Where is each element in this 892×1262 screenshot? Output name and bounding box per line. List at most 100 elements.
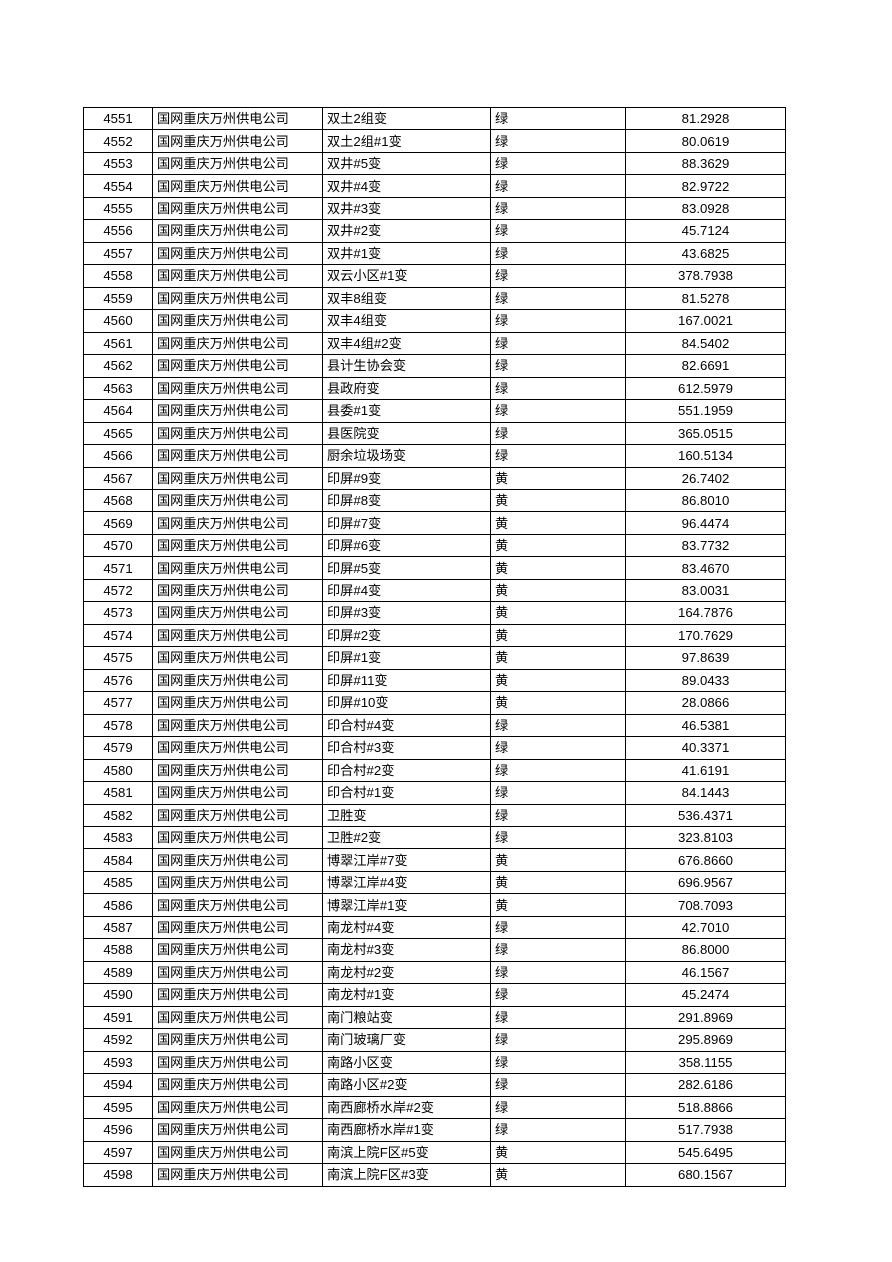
cell-name: 双井#4变 bbox=[322, 174, 491, 198]
cell-id: 4582 bbox=[83, 803, 153, 828]
cell-id: 4587 bbox=[83, 915, 153, 940]
cell-color: 黄 bbox=[490, 533, 626, 558]
cell-id: 4573 bbox=[83, 601, 153, 625]
cell-id: 4576 bbox=[83, 668, 153, 693]
cell-value: 365.0515 bbox=[625, 421, 786, 446]
cell-value: 84.5402 bbox=[625, 331, 786, 356]
cell-color: 绿 bbox=[490, 758, 626, 783]
cell-id: 4578 bbox=[83, 713, 153, 738]
cell-org: 国网重庆万州供电公司 bbox=[152, 893, 323, 917]
table-row: 4569 国网重庆万州供电公司 印屏#7变黄 96.4474 bbox=[83, 511, 786, 535]
cell-org: 国网重庆万州供电公司 bbox=[152, 1073, 323, 1097]
cell-org: 国网重庆万州供电公司 bbox=[152, 286, 323, 311]
cell-value: 83.7732 bbox=[625, 533, 786, 558]
table-body: 4551 国网重庆万州供电公司 双土2组变绿 81.2928 4552 国网重庆万州供电公… bbox=[83, 106, 786, 1187]
table-row: 4585 国网重庆万州供电公司 博翠江岸#4变黄 696.9567 bbox=[83, 870, 786, 895]
cell-org: 国网重庆万州供电公司 bbox=[152, 825, 323, 850]
cell-value: 517.7938 bbox=[625, 1118, 786, 1142]
cell-id: 4561 bbox=[83, 331, 153, 356]
table-row: 4555 国网重庆万州供电公司 双井#3变绿 83.0928 bbox=[83, 196, 786, 221]
cell-color: 绿 bbox=[490, 1028, 626, 1052]
cell-name: 卫胜变 bbox=[322, 803, 491, 828]
table-row: 4581 国网重庆万州供电公司 印合村#1变绿 84.1443 bbox=[83, 781, 786, 805]
cell-value: 45.2474 bbox=[625, 983, 786, 1007]
cell-name: 印屏#6变 bbox=[322, 533, 491, 558]
cell-color: 黄 bbox=[490, 1140, 626, 1165]
cell-org: 国网重庆万州供电公司 bbox=[152, 1005, 323, 1030]
cell-value: 164.7876 bbox=[625, 601, 786, 625]
cell-id: 4554 bbox=[83, 174, 153, 198]
cell-id: 4567 bbox=[83, 466, 153, 490]
cell-value: 83.0928 bbox=[625, 196, 786, 221]
cell-id: 4590 bbox=[83, 983, 153, 1007]
cell-id: 4591 bbox=[83, 1005, 153, 1030]
table-row: 4592 国网重庆万州供电公司 南门玻璃厂变绿 295.8969 bbox=[83, 1028, 786, 1052]
cell-value: 88.3629 bbox=[625, 151, 786, 176]
table-row: 4576 国网重庆万州供电公司 印屏#11变黄 89.0433 bbox=[83, 668, 786, 693]
cell-value: 96.4474 bbox=[625, 511, 786, 535]
cell-value: 167.0021 bbox=[625, 309, 786, 333]
cell-id: 4586 bbox=[83, 893, 153, 917]
cell-org: 国网重庆万州供电公司 bbox=[152, 960, 323, 985]
cell-value: 28.0866 bbox=[625, 691, 786, 715]
cell-org: 国网重庆万州供电公司 bbox=[152, 533, 323, 558]
cell-name: 双丰8组变 bbox=[322, 286, 491, 311]
cell-org: 国网重庆万州供电公司 bbox=[152, 331, 323, 356]
cell-name: 县政府变 bbox=[322, 376, 491, 401]
cell-name: 南龙村#4变 bbox=[322, 915, 491, 940]
cell-name: 南滨上院F区#5变 bbox=[322, 1140, 491, 1165]
cell-value: 696.9567 bbox=[625, 870, 786, 895]
table-row: 4561 国网重庆万州供电公司 双丰4组#2变绿 84.5402 bbox=[83, 331, 786, 356]
cell-org: 国网重庆万州供电公司 bbox=[152, 309, 323, 333]
cell-color: 黄 bbox=[490, 488, 626, 513]
table-row: 4591 国网重庆万州供电公司 南门粮站变绿 291.8969 bbox=[83, 1005, 786, 1030]
cell-org: 国网重庆万州供电公司 bbox=[152, 264, 323, 288]
cell-id: 4555 bbox=[83, 196, 153, 221]
cell-value: 40.3371 bbox=[625, 736, 786, 760]
cell-color: 绿 bbox=[490, 1073, 626, 1097]
cell-id: 4593 bbox=[83, 1050, 153, 1075]
cell-id: 4551 bbox=[83, 106, 153, 131]
table-row: 4564 国网重庆万州供电公司 县委#1变绿 551.1959 bbox=[83, 399, 786, 423]
table-row: 4552 国网重庆万州供电公司 双土2组#1变绿 80.0619 bbox=[83, 129, 786, 153]
cell-org: 国网重庆万州供电公司 bbox=[152, 241, 323, 266]
cell-id: 4565 bbox=[83, 421, 153, 446]
cell-name: 印合村#3变 bbox=[322, 736, 491, 760]
cell-value: 358.1155 bbox=[625, 1050, 786, 1075]
cell-value: 41.6191 bbox=[625, 758, 786, 783]
table-row: 4588 国网重庆万州供电公司 南龙村#3变绿 86.8000 bbox=[83, 938, 786, 962]
cell-color: 绿 bbox=[490, 196, 626, 221]
table-row: 4593 国网重庆万州供电公司 南路小区变绿 358.1155 bbox=[83, 1050, 786, 1075]
cell-org: 国网重庆万州供电公司 bbox=[152, 1050, 323, 1075]
table-row: 4562 国网重庆万州供电公司 县计生协会变绿 82.6691 bbox=[83, 354, 786, 378]
cell-value: 42.7010 bbox=[625, 915, 786, 940]
cell-name: 县医院变 bbox=[322, 421, 491, 446]
cell-id: 4569 bbox=[83, 511, 153, 535]
cell-id: 4559 bbox=[83, 286, 153, 311]
table-container: 4551 国网重庆万州供电公司 双土2组变绿 81.2928 4552 国网重庆万州供电公… bbox=[83, 106, 786, 1187]
cell-name: 双井#2变 bbox=[322, 219, 491, 243]
cell-id: 4563 bbox=[83, 376, 153, 401]
cell-color: 绿 bbox=[490, 286, 626, 311]
cell-value: 323.8103 bbox=[625, 825, 786, 850]
table-row: 4579 国网重庆万州供电公司 印合村#3变绿 40.3371 bbox=[83, 736, 786, 760]
cell-org: 国网重庆万州供电公司 bbox=[152, 444, 323, 468]
cell-id: 4581 bbox=[83, 781, 153, 805]
cell-name: 印屏#3变 bbox=[322, 601, 491, 625]
cell-org: 国网重庆万州供电公司 bbox=[152, 129, 323, 153]
cell-name: 博翠江岸#4变 bbox=[322, 870, 491, 895]
cell-value: 81.5278 bbox=[625, 286, 786, 311]
cell-color: 黄 bbox=[490, 870, 626, 895]
table-row: 4596 国网重庆万州供电公司 南西廊桥水岸#1变绿 517.7938 bbox=[83, 1118, 786, 1142]
cell-value: 80.0619 bbox=[625, 129, 786, 153]
cell-org: 国网重庆万州供电公司 bbox=[152, 376, 323, 401]
cell-color: 黄 bbox=[490, 623, 626, 648]
cell-name: 卫胜#2变 bbox=[322, 825, 491, 850]
cell-color: 黄 bbox=[490, 511, 626, 535]
cell-org: 国网重庆万州供电公司 bbox=[152, 488, 323, 513]
table-row: 4559 国网重庆万州供电公司 双丰8组变绿 81.5278 bbox=[83, 286, 786, 311]
cell-org: 国网重庆万州供电公司 bbox=[152, 668, 323, 693]
table-row: 4554 国网重庆万州供电公司 双井#4变绿 82.9722 bbox=[83, 174, 786, 198]
cell-color: 绿 bbox=[490, 915, 626, 940]
